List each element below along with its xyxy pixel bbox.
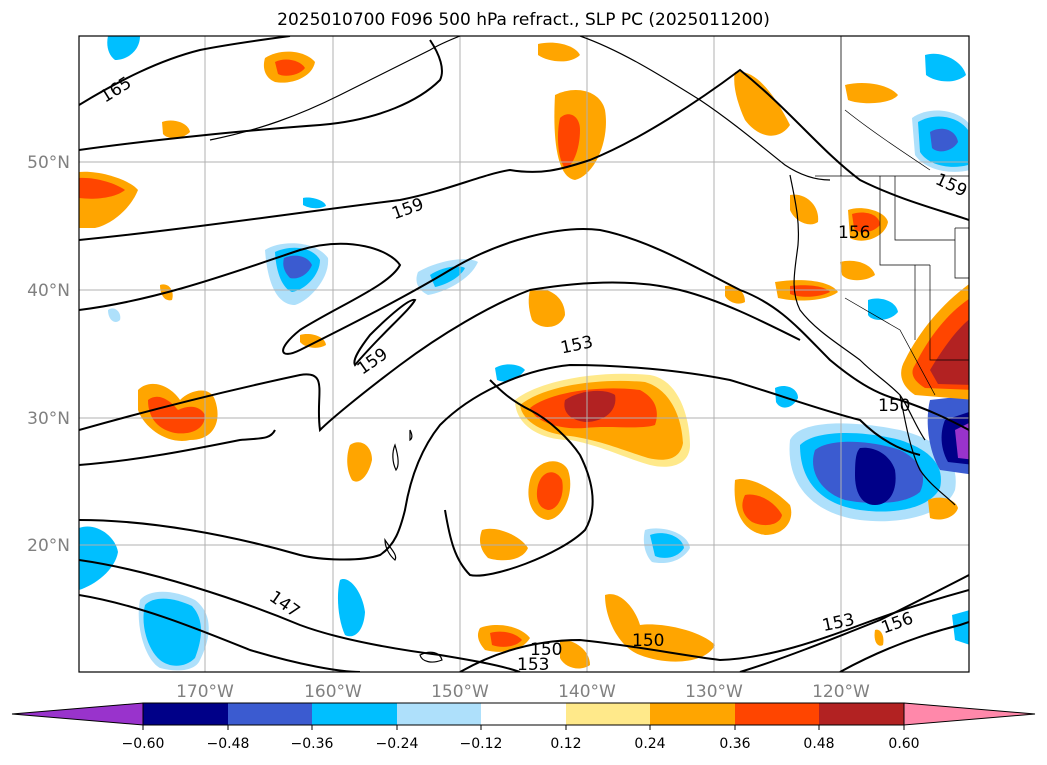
state-borders <box>815 36 969 396</box>
lon-label: 140°W <box>558 682 616 702</box>
contour-label: 150 <box>632 631 664 651</box>
colorbar-extend-high <box>903 702 1036 726</box>
contour-lines <box>79 36 969 672</box>
colorbar-tick-label: −0.36 <box>291 736 334 752</box>
colorbar-tick-label: −0.12 <box>460 736 503 752</box>
colorbar-tick-label: −0.60 <box>122 736 165 752</box>
colorbar-bin <box>143 703 228 725</box>
colorbar-bin <box>735 703 819 725</box>
colorbar-tick-label: 0.24 <box>634 736 665 752</box>
colorbar-tick-label: 0.48 <box>803 736 834 752</box>
colorbar-bin <box>228 703 312 725</box>
contour-label: 153 <box>517 655 549 675</box>
lon-label: 160°W <box>304 682 362 702</box>
lat-label: 20°N <box>27 536 70 556</box>
contour-label: 150 <box>530 640 562 660</box>
lon-label: 120°W <box>812 682 870 702</box>
colorbar-bin <box>481 703 566 725</box>
colorbar-tick-label: −0.24 <box>376 736 419 752</box>
colorbar-extend-low <box>11 702 144 726</box>
lat-label: 50°N <box>27 153 70 173</box>
map-frame <box>78 35 970 673</box>
map-panel <box>79 36 969 672</box>
lon-label: 170°W <box>176 682 234 702</box>
colorbar-bin <box>312 703 397 725</box>
colorbar-bin <box>397 703 481 725</box>
colorbar-tick-label: 0.12 <box>550 736 581 752</box>
colorbar-tick-label: −0.48 <box>207 736 250 752</box>
colorbar-bin <box>650 703 735 725</box>
colorbar-bin <box>819 703 904 725</box>
anomaly-fills <box>79 36 969 671</box>
contour-label: 156 <box>838 223 870 243</box>
colorbar-tick-label: 0.60 <box>888 736 919 752</box>
colorbar: −0.60 −0.48 −0.36 −0.24 −0.12 0.12 0.24 … <box>11 702 1036 752</box>
contour-label: 150 <box>878 396 910 416</box>
map-title: 2025010700 F096 500 hPa refract., SLP PC… <box>277 10 770 30</box>
coastlines <box>209 36 956 663</box>
colorbar-bin <box>566 703 650 725</box>
lat-label: 30°N <box>27 409 70 429</box>
lat-label: 40°N <box>27 281 70 301</box>
colorbar-tick-label: 0.36 <box>719 736 750 752</box>
lon-label: 130°W <box>685 682 743 702</box>
graticule-grid <box>79 36 969 672</box>
lon-label: 150°W <box>431 682 489 702</box>
